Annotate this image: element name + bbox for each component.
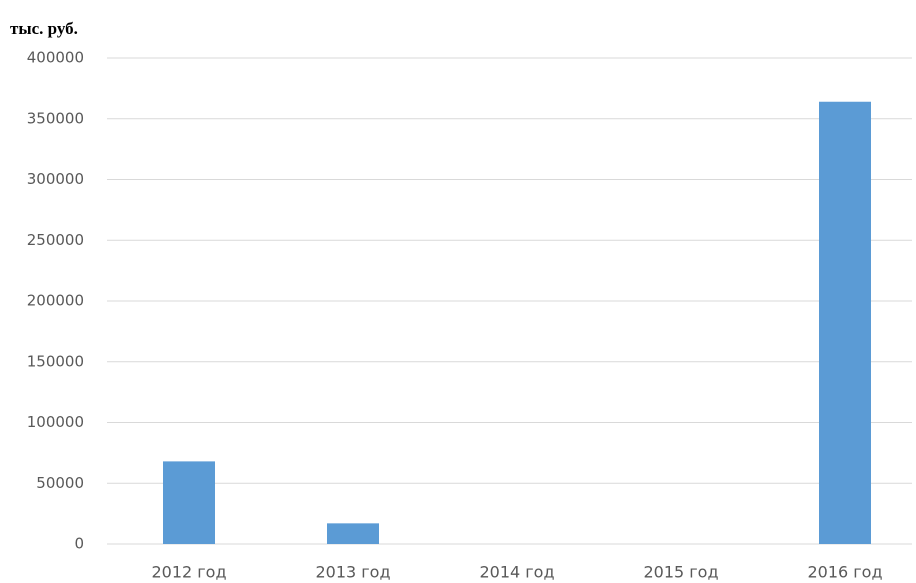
- bar: [327, 523, 379, 544]
- y-tick-label: 0: [74, 535, 84, 553]
- bar: [819, 101, 871, 545]
- x-tick-label: 2014 год: [479, 563, 554, 582]
- y-tick-label: 300000: [27, 170, 84, 188]
- x-tick-label: 2012 год: [151, 563, 226, 582]
- y-tick-label: 200000: [27, 292, 84, 310]
- y-tick-label: 350000: [27, 109, 84, 127]
- y-tick-label: 50000: [36, 474, 84, 492]
- y-tick-label: 100000: [27, 413, 84, 431]
- y-tick-label: 150000: [27, 352, 84, 370]
- bar: [163, 461, 215, 544]
- x-tick-label: 2016 год: [807, 563, 882, 582]
- x-tick-label: 2015 год: [643, 563, 718, 582]
- y-tick-label: 400000: [27, 49, 84, 67]
- y-axis-label: тыс. руб.: [10, 19, 78, 38]
- y-tick-label: 250000: [27, 231, 84, 249]
- x-tick-label: 2013 год: [315, 563, 390, 582]
